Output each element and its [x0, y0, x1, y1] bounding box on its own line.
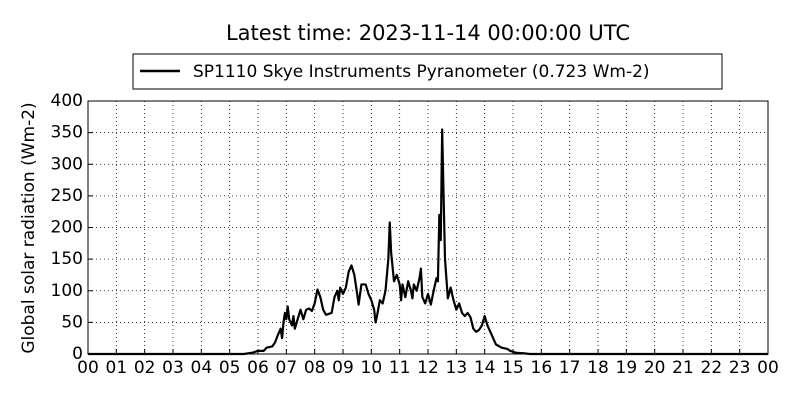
x-tick-label: 10	[361, 358, 383, 378]
x-tick-label: 14	[474, 358, 496, 378]
y-tick-label: 50	[61, 312, 83, 332]
y-tick-label: 0	[72, 344, 83, 364]
x-tick-label: 07	[276, 358, 298, 378]
x-tick-label: 08	[304, 358, 326, 378]
line	[88, 128, 768, 356]
x-tick-label: 01	[106, 358, 128, 378]
x-tick-label: 12	[417, 358, 439, 378]
x-tick-label: 00	[757, 358, 779, 378]
y-tick-label: 400	[51, 91, 83, 111]
x-tick-label: 23	[729, 358, 751, 378]
y-tick-label: 350	[51, 123, 83, 143]
x-tick-label: 21	[672, 358, 694, 378]
y-tick-label: 100	[51, 281, 83, 301]
y-tick-label: 250	[51, 186, 83, 206]
x-tick-label: 11	[389, 358, 411, 378]
y-tick-label: 300	[51, 154, 83, 174]
x-tick-label: 16	[531, 358, 553, 378]
x-tick-label: 20	[644, 358, 666, 378]
chart-title: Latest time: 2023-11-14 00:00:00 UTC	[226, 21, 630, 45]
legend-label: SP1110 Skye Instruments Pyranometer (0.7…	[193, 62, 650, 82]
x-tick-label: 03	[162, 358, 184, 378]
y-axis-label: Global solar radiation (Wm-2)	[19, 102, 39, 353]
x-tick-label: 13	[446, 358, 468, 378]
x-tick-label: 19	[616, 358, 638, 378]
x-tick-label: 05	[219, 358, 241, 378]
x-tick-label: 15	[502, 358, 524, 378]
x-tick-label: 06	[247, 358, 269, 378]
x-tick-label: 18	[587, 358, 609, 378]
plot-frame	[87, 100, 769, 355]
y-tick-label: 150	[51, 249, 83, 269]
x-tick-label: 00	[77, 358, 99, 378]
x-tick-label: 04	[191, 358, 213, 378]
legend-box	[132, 53, 723, 90]
x-tick-label: 02	[134, 358, 156, 378]
x-tick-label: 09	[332, 358, 354, 378]
x-tick-label: 17	[559, 358, 581, 378]
x-tick-label: 22	[701, 358, 723, 378]
y-tick-label: 200	[51, 218, 83, 238]
